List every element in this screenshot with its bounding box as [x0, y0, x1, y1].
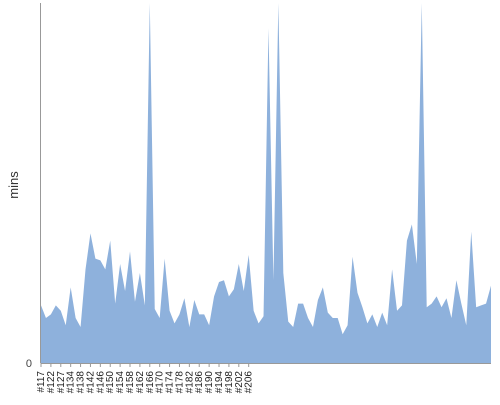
x-tick-label: #170: [155, 371, 166, 394]
x-tick-label: #198: [224, 371, 235, 394]
x-tick-label: #127: [56, 371, 67, 394]
x-tick-labels: #117#122#127#134#138#142#146#150#154#158…: [36, 371, 255, 394]
y-tick-label: 0: [26, 358, 32, 370]
x-tick-label: #134: [66, 371, 77, 394]
x-tick-label: #174: [165, 371, 176, 394]
x-tick-label: #182: [184, 371, 195, 394]
x-tick-label: #190: [204, 371, 215, 394]
area-series: [41, 3, 491, 363]
x-tick-label: #186: [194, 371, 205, 394]
x-tick-label: #206: [244, 371, 255, 394]
x-tick-label: #150: [105, 371, 116, 394]
x-tick-label: #162: [135, 371, 146, 394]
x-tick-label: #122: [46, 371, 57, 394]
area-fill: [41, 3, 491, 363]
x-tick-label: #202: [234, 371, 245, 394]
x-tick-label: #178: [174, 371, 185, 394]
x-tick-label: #117: [36, 371, 47, 393]
x-tick-label: #194: [214, 371, 225, 394]
x-tick-label: #158: [125, 371, 136, 394]
x-tick-label: #154: [115, 371, 126, 394]
y-axis-title: mins: [6, 171, 21, 199]
x-tick-label: #138: [76, 371, 87, 394]
y-tick-labels: 0: [26, 358, 32, 370]
axes: [40, 3, 491, 367]
x-tick-label: #146: [95, 371, 106, 394]
x-tick-label: #166: [145, 371, 156, 394]
x-tick-label: #142: [85, 371, 96, 394]
